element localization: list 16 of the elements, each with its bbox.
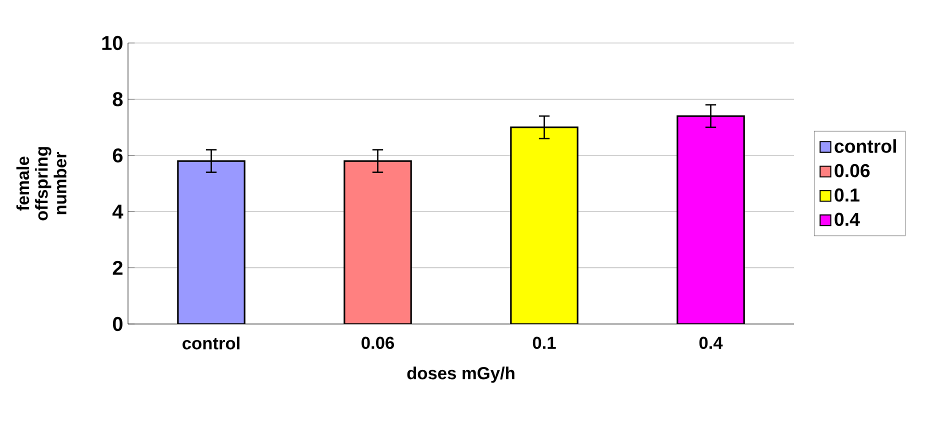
legend-label: 0.1 [834, 188, 860, 202]
y-tick-label: 6 [112, 148, 123, 162]
legend-label: 0.4 [834, 212, 860, 226]
x-tick-label: 0.1 [532, 336, 556, 349]
y-tick-label: 2 [112, 260, 122, 275]
x-axis-title: doses mGy/h [407, 366, 514, 383]
x-tick-label: 0.06 [362, 336, 394, 349]
x-tick-label: control [182, 336, 240, 350]
y-tick-label: 4 [112, 204, 124, 218]
x-tick-label: 0.4 [699, 336, 723, 349]
y-tick-label: 8 [112, 92, 123, 106]
y-axis-title: female offspring number [16, 147, 66, 220]
legend-label: 0.06 [834, 164, 870, 178]
y-tick-label: 10 [102, 36, 122, 50]
y-tick-label: 0 [112, 316, 122, 332]
legend-label: control [834, 139, 896, 153]
